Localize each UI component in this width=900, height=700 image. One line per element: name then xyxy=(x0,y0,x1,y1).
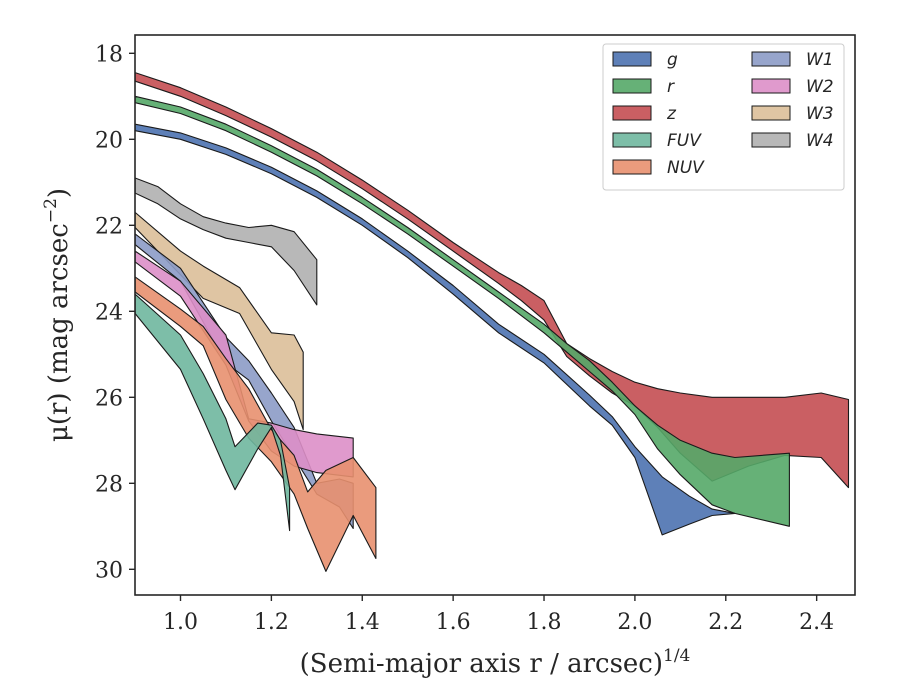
y-tick-label: 26 xyxy=(95,386,123,411)
x-tick-label: 1.6 xyxy=(436,610,471,635)
band-z xyxy=(135,72,850,489)
legend-swatch-w3 xyxy=(751,105,791,121)
x-tick-label: 2.0 xyxy=(617,610,652,635)
legend-label-g: g xyxy=(667,50,678,70)
band-g xyxy=(135,123,736,536)
legend-swatch-w2 xyxy=(751,78,791,94)
y-tick-label: 30 xyxy=(95,558,123,583)
legend-swatch-fuv xyxy=(612,132,652,148)
legend-label-w2: W2 xyxy=(806,77,834,97)
x-tick-label: 2.2 xyxy=(708,610,743,635)
legend-label-w1: W1 xyxy=(806,50,834,70)
y-tick-label: 22 xyxy=(95,214,123,239)
y-tick-label: 24 xyxy=(95,300,123,325)
x-tick-label: 1.4 xyxy=(345,610,380,635)
y-axis: 18 20 22 24 26 28 30 xyxy=(95,42,135,583)
y-axis-label: μ(r) (mag arcsec−2) xyxy=(41,188,74,442)
y-tick-label: 28 xyxy=(95,472,123,497)
legend-label-z: z xyxy=(666,104,677,124)
band-nuv xyxy=(135,276,377,572)
legend-swatch-z xyxy=(612,105,652,121)
profile-bands xyxy=(135,72,850,572)
band-fuv xyxy=(135,293,291,532)
legend-label-nuv: NUV xyxy=(667,158,705,178)
x-tick-label: 1.2 xyxy=(254,610,289,635)
x-tick-label: 2.4 xyxy=(799,610,834,635)
band-r xyxy=(135,95,790,527)
legend-label-fuv: FUV xyxy=(667,131,702,151)
plot-frame xyxy=(134,34,856,596)
legend-label-w3: W3 xyxy=(806,104,834,124)
legend: grz FUV NUV W1 W2 W3 W4 xyxy=(602,43,845,191)
legend-swatch-w4 xyxy=(751,132,791,148)
x-tick-label: 1.8 xyxy=(527,610,562,635)
legend-label-w4: W4 xyxy=(806,131,834,151)
legend-swatch-r xyxy=(612,78,652,94)
x-tick-label: 1.0 xyxy=(163,610,198,635)
legend-swatch-g xyxy=(612,51,652,67)
x-axis-label: (Semi-major axis r / arcsec)1/4 xyxy=(300,646,691,679)
x-axis: 1.0 1.2 1.4 1.6 1.8 2.0 2.2 2.4 xyxy=(163,595,834,635)
band-w4 xyxy=(135,177,318,306)
legend-swatch-nuv xyxy=(612,159,652,175)
legend-label-r: r xyxy=(667,77,675,97)
y-tick-label: 18 xyxy=(95,42,123,67)
y-tick-label: 20 xyxy=(95,128,123,153)
legend-swatch-w1 xyxy=(751,51,791,67)
